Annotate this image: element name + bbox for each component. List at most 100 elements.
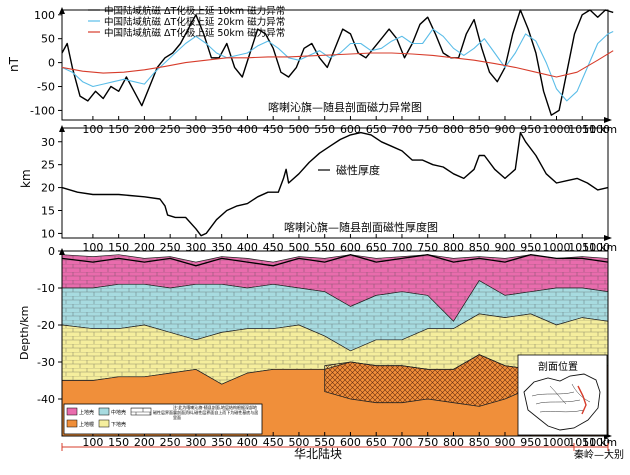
inset-title: 剖面位置 bbox=[538, 360, 578, 373]
panel-crust-section: 0 -10 -20 -30 -40 100 150 200 250 300 350 400 450 50… bbox=[18, 245, 617, 449]
legend-label: 上地幔 bbox=[79, 421, 94, 428]
tectonic-block-bar: 华北陆块 秦岭—大别 bbox=[61, 443, 624, 461]
layer-texture-3 bbox=[62, 313, 608, 385]
x-tick-label: 700 bbox=[391, 436, 412, 449]
x-tick-label: 800 bbox=[443, 241, 464, 254]
legend-note: 注:此为喀喇沁旗-随县剖面,地层结构根据深部地震剖面资料,磁性层界面自上而下为磁… bbox=[173, 405, 259, 420]
y-tick-label: 0 bbox=[48, 245, 55, 258]
y-ticks: 100 50 0 -50 -100 bbox=[30, 7, 65, 117]
axis-arrow bbox=[604, 117, 612, 123]
x-tick-label: 1000 bbox=[542, 436, 570, 449]
layer-texture-1 bbox=[62, 254, 608, 322]
x-tick-label: 550 bbox=[314, 123, 335, 136]
series-group bbox=[61, 131, 609, 237]
x-tick-label: 150 bbox=[108, 241, 129, 254]
x-tick-label: 650 bbox=[366, 123, 387, 136]
legend-swatch bbox=[98, 407, 110, 416]
y-tick-label: 25 bbox=[41, 159, 55, 172]
x-tick-label: 800 bbox=[443, 123, 464, 136]
y-tick-label: -30 bbox=[37, 356, 55, 369]
x-tick-label: 550 bbox=[314, 241, 335, 254]
x-tick-label: 1050 bbox=[568, 123, 596, 136]
inset-frame bbox=[517, 354, 608, 436]
x-tick-label: 850 bbox=[469, 123, 490, 136]
x-tick-label: 500 bbox=[288, 436, 309, 449]
block-label-qinling-dabie: 秦岭—大别 bbox=[574, 448, 624, 461]
legend-label: 中地壳 bbox=[111, 409, 126, 416]
magnetic-boundary-top bbox=[61, 254, 609, 267]
x-tick-label: 200 bbox=[134, 123, 155, 136]
x-tick-label: 800 bbox=[443, 436, 464, 449]
legend-label: 磁性厚度 bbox=[336, 163, 380, 177]
block-boundaries bbox=[531, 383, 591, 413]
y-tick-label: 50 bbox=[41, 33, 55, 46]
legend-box bbox=[63, 403, 263, 435]
y-tick-label: 10 bbox=[41, 227, 55, 240]
x-tick-label: 1100 bbox=[582, 123, 610, 136]
x-tick-label: 600 bbox=[340, 241, 361, 254]
legend-note-text: 注:此为喀喇沁旗-随县剖面,地层结构根据深部地震剖面资料,磁性层界面自上而下为磁… bbox=[173, 405, 259, 420]
x-tick-label: 100 bbox=[82, 436, 103, 449]
x-tick-label: 650 bbox=[366, 436, 387, 449]
axis-arrow bbox=[59, 248, 65, 255]
x-tick-label: 300 bbox=[185, 123, 206, 136]
x-tick-label: 550 bbox=[314, 436, 335, 449]
x-tick-label: 200 bbox=[134, 436, 155, 449]
x-tick-label: 950 bbox=[520, 241, 541, 254]
x-tick-label: 650 bbox=[366, 241, 387, 254]
y-axis-label: km bbox=[19, 169, 33, 188]
panel-magnetic-thickness: 30 25 20 15 10 100 150 200 250 300 350 400 450 500 55… bbox=[19, 125, 617, 254]
x-tick-label: 1050 bbox=[568, 436, 596, 449]
legend-label: 中国陆域航磁 ΔT化极上延 10km 磁力异常 bbox=[104, 5, 285, 17]
axis-arrow bbox=[604, 235, 612, 241]
x-tick-label: 1000 bbox=[542, 123, 570, 136]
x-tick-label: 700 bbox=[391, 123, 412, 136]
legend-label: 中国陆域航磁 ΔT化极上延 50km 磁力异常 bbox=[104, 27, 285, 39]
y-axis-label: nT bbox=[7, 56, 21, 72]
legend-swatch bbox=[66, 419, 78, 428]
x-tick-label: 500 bbox=[288, 241, 309, 254]
x-tick-label: 300 bbox=[185, 241, 206, 254]
x-tick-label: 250 bbox=[160, 241, 181, 254]
y-tick-label: -20 bbox=[37, 319, 55, 332]
y-tick-label: 100 bbox=[34, 9, 55, 22]
x-tick-label: 250 bbox=[160, 123, 181, 136]
layer-texture-2 bbox=[62, 280, 608, 351]
x-tick-label: 400 bbox=[237, 436, 258, 449]
series-line-2 bbox=[61, 28, 614, 102]
y-tick-label: 15 bbox=[41, 205, 55, 218]
axis-arrow bbox=[59, 7, 65, 14]
x-tick-label: 600 bbox=[340, 123, 361, 136]
x-tick-label: 700 bbox=[391, 241, 412, 254]
series-line-3 bbox=[61, 50, 614, 78]
x-tick-label: 450 bbox=[263, 436, 284, 449]
x-tick-label: 1100 bbox=[582, 436, 610, 449]
x-tick-label: 350 bbox=[211, 123, 232, 136]
x-tick-label: 750 bbox=[417, 241, 438, 254]
china-outline bbox=[523, 373, 601, 431]
x-tick-label: 900 bbox=[494, 436, 515, 449]
x-unit-label: km bbox=[600, 123, 617, 136]
legend-swatch bbox=[98, 419, 110, 428]
x-ticks: 100 150 200 250 300 350 400 450 500 550 600 650 700 7… bbox=[62, 116, 617, 136]
series-line-1 bbox=[61, 131, 609, 237]
x-tick-label: 450 bbox=[263, 123, 284, 136]
y-tick-label: 0 bbox=[48, 57, 55, 70]
x-unit-label: km bbox=[600, 436, 617, 449]
x-tick-label: 450 bbox=[263, 241, 284, 254]
profile-line bbox=[577, 385, 587, 415]
x-tick-label: 100 bbox=[82, 123, 103, 136]
x-tick-label: 900 bbox=[494, 123, 515, 136]
legend-label: 中国陆域航磁 ΔT化极上延 20km 磁力异常 bbox=[104, 16, 285, 28]
chart-title: 喀喇沁旗—随县剖面磁性厚度图 bbox=[284, 220, 438, 234]
axis-arrow bbox=[59, 125, 65, 132]
x-tick-label: 600 bbox=[340, 436, 361, 449]
x-tick-label: 400 bbox=[237, 241, 258, 254]
x-tick-label: 150 bbox=[108, 436, 129, 449]
x-tick-label: 400 bbox=[237, 123, 258, 136]
x-tick-label: 1000 bbox=[542, 241, 570, 254]
x-tick-label: 900 bbox=[494, 241, 515, 254]
x-tick-label: 500 bbox=[288, 123, 309, 136]
